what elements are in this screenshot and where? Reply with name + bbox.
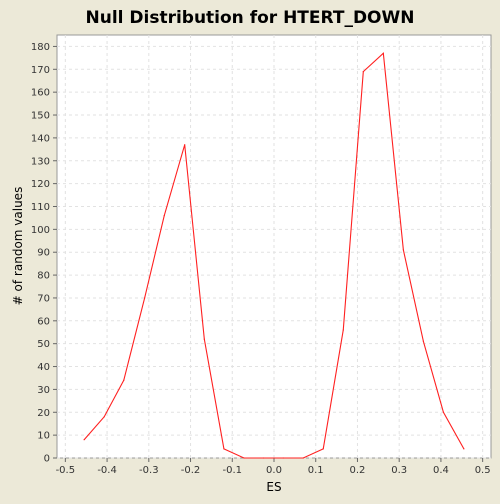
data-point xyxy=(463,448,465,450)
y-axis-label: # of random values xyxy=(11,187,25,306)
y-tick-label: 60 xyxy=(37,316,50,327)
data-point xyxy=(262,457,265,459)
data-point xyxy=(422,340,424,342)
data-point xyxy=(103,416,105,418)
y-tick-label: 30 xyxy=(37,385,50,396)
data-point xyxy=(402,249,404,251)
data-point xyxy=(342,329,344,331)
y-tick-label: 50 xyxy=(37,339,50,350)
data-point xyxy=(184,144,186,146)
x-tick-label: -0.4 xyxy=(97,465,117,476)
data-point xyxy=(382,52,384,54)
y-tick-label: 150 xyxy=(31,111,50,122)
y-tick-label: 110 xyxy=(31,202,50,213)
data-point xyxy=(203,338,205,340)
x-tick-label: -0.3 xyxy=(139,465,159,476)
y-tick-label: 70 xyxy=(37,293,50,304)
x-tick-label: 0.0 xyxy=(266,465,282,476)
data-point xyxy=(163,215,165,217)
series-line xyxy=(83,52,465,459)
y-tick-label: 100 xyxy=(31,225,50,236)
series-layer xyxy=(83,52,465,459)
grid xyxy=(57,35,491,459)
x-axis-label: ES xyxy=(266,480,281,494)
x-tick-label: 0.5 xyxy=(475,465,491,476)
y-tick-label: 20 xyxy=(37,408,50,419)
y-tick-label: 170 xyxy=(31,65,50,76)
y-tick-label: 0 xyxy=(44,454,50,465)
y-tick-label: 180 xyxy=(31,42,50,53)
data-point xyxy=(362,70,364,73)
data-point xyxy=(282,457,284,459)
y-tick-label: 130 xyxy=(31,156,50,167)
y-tick-label: 160 xyxy=(31,88,50,99)
y-tick-label: 120 xyxy=(31,179,50,190)
data-point xyxy=(322,448,324,450)
x-tick-label: -0.2 xyxy=(181,465,201,476)
x-tick-label: 0.1 xyxy=(308,465,324,476)
y-tick-label: 80 xyxy=(37,271,50,282)
y-tick-label: 40 xyxy=(37,362,50,373)
x-tick-label: 0.2 xyxy=(350,465,366,476)
y-tick-label: 90 xyxy=(37,248,50,259)
data-point xyxy=(243,457,245,459)
data-point xyxy=(123,379,125,381)
y-tick-label: 10 xyxy=(37,431,50,442)
x-tick-label: 0.3 xyxy=(391,465,407,476)
x-tick-label: -0.1 xyxy=(223,465,243,476)
chart-title: Null Distribution for HTERT_DOWN xyxy=(85,8,414,28)
x-tick-label: 0.4 xyxy=(433,465,449,476)
data-point xyxy=(223,448,225,450)
data-point xyxy=(144,297,146,299)
y-tick-label: 140 xyxy=(31,133,50,144)
data-point xyxy=(302,457,304,459)
x-tick-label: -0.5 xyxy=(56,465,76,476)
axes: -0.5 -0.4 -0.3 -0.2 -0.1 0.0 0.1 0.2 0.3 0.4 0.5 0 1… xyxy=(31,42,491,476)
data-point xyxy=(442,411,445,413)
data-point xyxy=(83,439,85,441)
